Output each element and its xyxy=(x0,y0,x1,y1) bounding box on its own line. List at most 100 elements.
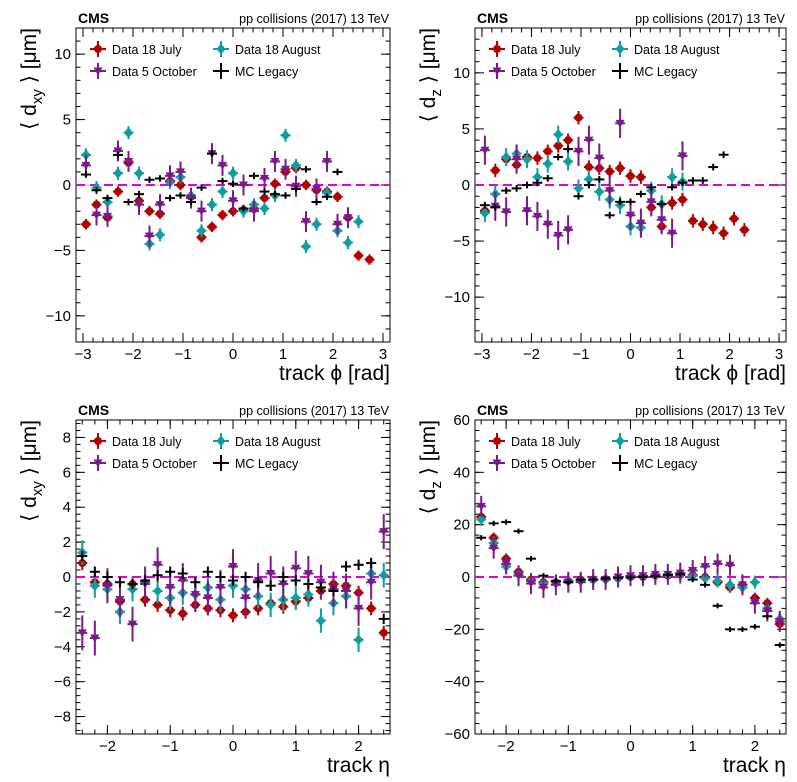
legend-label: MC Legacy xyxy=(634,457,698,471)
data-point xyxy=(490,163,501,178)
data-point xyxy=(646,183,657,191)
data-point xyxy=(353,215,364,229)
x-tick-label: −2 xyxy=(124,346,141,363)
marker-diamond xyxy=(553,129,563,141)
data-point xyxy=(265,592,276,618)
data-point xyxy=(134,190,144,198)
data-point xyxy=(196,224,207,238)
data-point xyxy=(650,573,661,579)
y-axis-label: ⟨ dxy ⟩ [μm] xyxy=(18,28,46,130)
data-point xyxy=(712,574,723,588)
data-point xyxy=(113,166,123,180)
marker-triangle-down xyxy=(501,560,511,569)
marker-diamond xyxy=(90,580,100,592)
x-axis-label: track ϕ [rad] xyxy=(675,362,786,385)
energy-label: pp collisions (2017) 13 TeV xyxy=(239,404,390,418)
marker-diamond xyxy=(594,186,604,198)
data-point xyxy=(278,571,289,583)
data-point xyxy=(762,613,773,619)
data-point xyxy=(488,520,499,526)
marker-diamond xyxy=(354,216,363,228)
data-point xyxy=(600,575,611,581)
marker-triangle-down xyxy=(563,226,573,235)
experiment-label: CMS xyxy=(78,402,109,418)
legend-marker xyxy=(94,437,102,445)
data-point xyxy=(700,556,711,577)
x-tick-label: 0 xyxy=(229,738,237,755)
data-point xyxy=(737,626,748,632)
data-point xyxy=(123,198,134,206)
x-tick-label: 0 xyxy=(626,346,634,363)
legend-marker xyxy=(216,43,226,55)
marker-circle xyxy=(229,611,237,620)
y-tick-label: 5 xyxy=(462,121,470,138)
data-point xyxy=(687,214,698,228)
data-point xyxy=(343,207,353,229)
data-point xyxy=(253,577,264,588)
y-tick-label: −5 xyxy=(54,242,71,259)
x-tick-label: −1 xyxy=(162,738,179,755)
data-point xyxy=(155,175,165,182)
y-axis-label: ⟨ dz ⟩ [μm] xyxy=(417,28,445,122)
marker-triangle-down xyxy=(366,578,376,587)
data-point xyxy=(81,219,91,230)
experiment-label: CMS xyxy=(477,10,508,26)
data-point xyxy=(341,561,352,572)
legend-label: Data 5 October xyxy=(511,65,596,79)
marker-triangle-down xyxy=(688,566,698,575)
series-jul xyxy=(81,157,375,265)
data-point xyxy=(102,571,113,583)
data-point xyxy=(152,597,163,612)
x-tick-label: 1 xyxy=(676,346,684,363)
experiment-label: CMS xyxy=(477,402,508,418)
legend-marker xyxy=(216,435,226,447)
x-tick-label: 2 xyxy=(725,346,733,363)
marker-diamond xyxy=(322,187,332,199)
marker-triangle-down xyxy=(775,617,785,626)
data-point xyxy=(542,209,553,239)
marker-triangle-down xyxy=(333,220,342,229)
legend-marker xyxy=(492,459,502,468)
marker-circle xyxy=(260,194,269,203)
marker-triangle-down xyxy=(165,583,175,592)
marker-triangle-down xyxy=(514,572,524,581)
legend-entry-oct: Data 5 October xyxy=(90,455,197,471)
x-tick-label: −1 xyxy=(174,346,191,363)
marker-triangle-down xyxy=(81,161,91,170)
y-tick-label: 10 xyxy=(54,46,71,63)
data-point xyxy=(563,215,574,245)
y-tick-label: 10 xyxy=(453,65,470,82)
y-tick-label: 0 xyxy=(63,569,71,586)
data-point xyxy=(332,213,343,235)
marker-diamond xyxy=(563,155,573,167)
marker-triangle-down xyxy=(102,582,112,591)
data-point xyxy=(553,220,564,251)
data-point xyxy=(123,150,134,172)
marker-diamond xyxy=(103,196,112,208)
marker-triangle-down xyxy=(512,155,522,164)
data-point xyxy=(114,582,125,618)
data-point xyxy=(291,158,301,172)
energy-label: pp collisions (2017) 13 TeV xyxy=(239,12,390,26)
data-point xyxy=(476,512,487,526)
data-point xyxy=(749,592,760,614)
marker-triangle-down xyxy=(725,561,735,570)
legend-label: Data 5 October xyxy=(112,457,197,471)
marker-triangle-down xyxy=(538,583,548,592)
data-point xyxy=(594,143,605,173)
data-point xyxy=(102,194,113,202)
data-point xyxy=(366,601,377,616)
y-tick-label: 8 xyxy=(63,429,71,446)
data-point xyxy=(615,198,626,206)
marker-circle xyxy=(719,229,728,238)
data-point xyxy=(301,166,311,173)
data-point xyxy=(114,577,125,588)
data-point xyxy=(238,174,249,196)
x-tick-label: 1 xyxy=(292,738,300,755)
marker-triangle-down xyxy=(737,581,747,590)
marker-triangle-down xyxy=(134,201,144,210)
marker-circle xyxy=(584,163,593,172)
data-point xyxy=(687,177,698,184)
data-point xyxy=(177,606,188,621)
marker-diamond xyxy=(291,592,301,604)
